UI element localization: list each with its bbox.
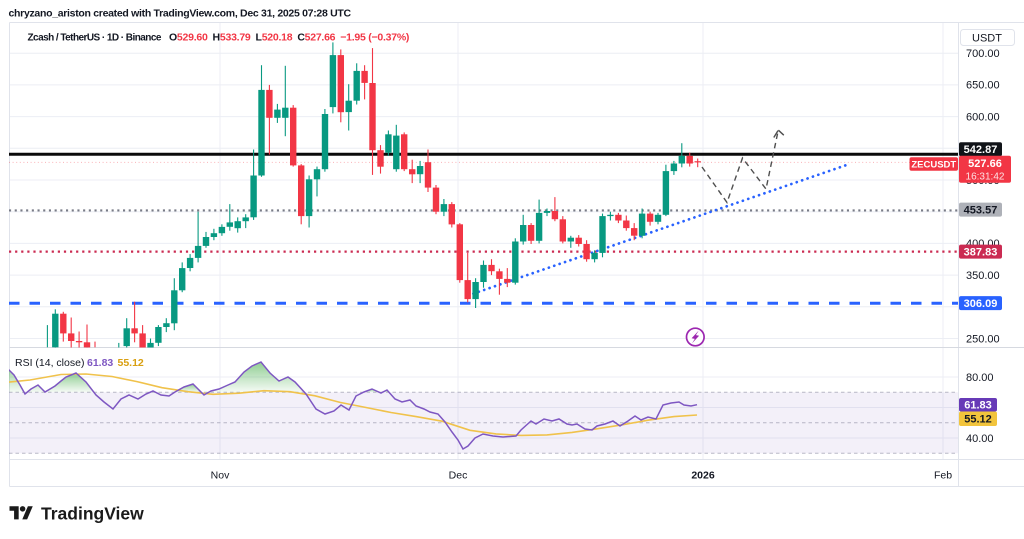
svg-text:80.00: 80.00 bbox=[966, 372, 994, 384]
svg-text:306.09: 306.09 bbox=[964, 298, 998, 310]
svg-text:542.87: 542.87 bbox=[964, 144, 998, 156]
svg-text:453.57: 453.57 bbox=[964, 205, 998, 217]
svg-text:55.12: 55.12 bbox=[964, 414, 992, 426]
svg-text:RSI (14, close): RSI (14, close) bbox=[15, 357, 84, 369]
svg-text:650.00: 650.00 bbox=[966, 80, 1000, 92]
svg-text:Nov: Nov bbox=[211, 470, 230, 482]
svg-text:250.00: 250.00 bbox=[966, 333, 1000, 345]
svg-text:600.00: 600.00 bbox=[966, 111, 1000, 123]
svg-text:ZECUSDT: ZECUSDT bbox=[911, 159, 956, 170]
svg-text:Dec: Dec bbox=[449, 470, 468, 482]
svg-text:Zcash / TetherUS · 1D · Binanc: Zcash / TetherUS · 1D · Binance bbox=[28, 33, 162, 44]
svg-text:387.83: 387.83 bbox=[964, 247, 998, 259]
svg-text:2026: 2026 bbox=[691, 470, 715, 482]
svg-text:350.00: 350.00 bbox=[966, 270, 1000, 282]
svg-text:700.00: 700.00 bbox=[966, 48, 1000, 60]
svg-text:61.83: 61.83 bbox=[964, 400, 992, 412]
svg-text:40.00: 40.00 bbox=[966, 433, 994, 445]
svg-text:TradingView: TradingView bbox=[41, 504, 144, 524]
svg-text:USDT: USDT bbox=[972, 32, 1002, 44]
svg-text:O529.60 H533.79 L520.18 C527.6: O529.60 H533.79 L520.18 C527.66 −1.95 (−… bbox=[169, 32, 409, 44]
svg-text:527.66: 527.66 bbox=[968, 158, 1002, 170]
svg-text:55.12: 55.12 bbox=[118, 357, 144, 369]
svg-text:61.83: 61.83 bbox=[87, 357, 113, 369]
svg-text:Feb: Feb bbox=[934, 470, 952, 482]
svg-text:chryzano_ariston created with: chryzano_ariston created with TradingVie… bbox=[9, 8, 352, 20]
svg-text:16:31:42: 16:31:42 bbox=[966, 172, 1005, 183]
